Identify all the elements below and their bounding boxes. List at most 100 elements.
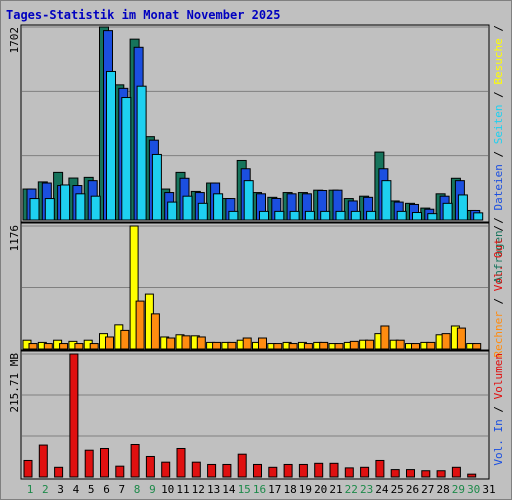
bar-seiten-day-4 <box>75 193 86 221</box>
bar-rechner-day-4 <box>74 343 84 350</box>
bar-rechner-day-29 <box>456 327 466 350</box>
legend-separator: / <box>492 225 505 238</box>
bar-volumen-day-6 <box>100 447 109 478</box>
bar-volumen-day-4 <box>69 353 79 478</box>
x-tick-day-22: 22 <box>345 483 358 496</box>
x-tick-day-10: 10 <box>161 483 174 496</box>
bar-volumen-day-25 <box>390 469 400 478</box>
middle-ymax-label: 1176 <box>8 225 21 252</box>
legend-separator: / <box>492 210 505 230</box>
x-tick-day-21: 21 <box>329 483 342 496</box>
legend-separator: / <box>492 144 505 164</box>
x-tick-day-31: 31 <box>482 483 495 496</box>
bar-volumen-day-1 <box>23 459 33 478</box>
top-ymax-label: 1702 <box>8 27 21 54</box>
bar-seiten-day-27 <box>427 213 438 221</box>
bar-rechner-day-7 <box>120 329 130 350</box>
bar-seiten-day-3 <box>60 184 71 221</box>
x-tick-day-1: 1 <box>27 483 34 496</box>
x-tick-day-6: 6 <box>103 483 110 496</box>
bar-rechner-day-12 <box>196 336 206 350</box>
x-tick-day-8: 8 <box>134 483 141 496</box>
bar-seiten-day-16 <box>259 210 269 221</box>
bar-volumen-day-17 <box>268 466 278 478</box>
bar-rechner-day-5 <box>89 343 99 350</box>
bar-rechner-day-13 <box>212 341 222 350</box>
legend-entry: Vol. Out <box>492 238 505 291</box>
bar-rechner-day-24 <box>380 325 390 350</box>
x-tick-day-30: 30 <box>467 483 480 496</box>
bar-rechner-day-21 <box>334 343 344 350</box>
x-tick-day-16: 16 <box>253 483 266 496</box>
bar-volumen-day-7 <box>115 465 125 478</box>
bar-seiten-day-24 <box>381 180 392 221</box>
legend-entry: Volumen <box>492 353 505 399</box>
x-tick-day-2: 2 <box>42 483 49 496</box>
bar-rechner-day-25 <box>395 339 405 350</box>
bar-volumen-day-20 <box>314 462 324 478</box>
legend-separator: / <box>492 85 505 105</box>
x-tick-day-15: 15 <box>238 483 251 496</box>
x-tick-day-14: 14 <box>222 483 236 496</box>
bar-rechner-day-28 <box>441 333 451 350</box>
bar-seiten-day-13 <box>213 193 224 221</box>
x-tick-day-26: 26 <box>406 483 419 496</box>
bar-seiten-day-20 <box>320 210 331 221</box>
bars-layer <box>22 26 484 478</box>
bar-rechner-day-19 <box>303 343 313 350</box>
x-axis-day-labels: 1 2 3 4 5 6 7 8 9 10 11 12 13 14 15 16 17 18 19 20 21 22 23 24 2… <box>27 483 496 496</box>
bar-besuche-day-8 <box>129 225 139 350</box>
chart-title: Tages-Statistik im Monat November 2025 <box>6 8 281 22</box>
bar-volumen-day-23 <box>360 466 370 478</box>
x-tick-day-29: 29 <box>452 483 465 496</box>
bar-volumen-day-12 <box>191 461 201 478</box>
bar-volumen-day-18 <box>283 463 293 478</box>
bar-volumen-day-13 <box>207 463 217 478</box>
bar-rechner-day-10 <box>166 337 176 350</box>
bar-rechner-day-6 <box>105 336 114 350</box>
bar-volumen-day-30 <box>467 473 477 478</box>
x-tick-day-28: 28 <box>436 483 449 496</box>
bar-rechner-day-20 <box>319 341 329 350</box>
bar-rechner-day-17 <box>273 343 283 350</box>
bar-volumen-day-11 <box>176 447 186 478</box>
legend-entry: Dateien <box>492 164 505 210</box>
bar-seiten-day-29 <box>457 194 468 221</box>
bar-volumen-day-3 <box>54 466 64 478</box>
bar-rechner-day-11 <box>181 335 191 350</box>
bar-rechner-day-26 <box>411 343 420 350</box>
bar-seiten-day-22 <box>350 210 361 221</box>
legend-entry: Anfragen <box>492 230 505 283</box>
bar-seiten-day-5 <box>90 195 101 221</box>
bar-volumen-day-5 <box>84 449 94 478</box>
bar-seiten-day-15 <box>243 180 254 221</box>
bar-seiten-day-1 <box>29 198 40 221</box>
bar-rechner-day-16 <box>258 337 267 350</box>
bar-volumen-day-16 <box>253 463 262 478</box>
legend-separator: / <box>492 399 505 419</box>
panel-middle-frame <box>20 222 490 351</box>
bar-volumen-day-15 <box>237 453 247 478</box>
bar-seiten-day-12 <box>197 202 208 221</box>
x-tick-day-17: 17 <box>268 483 281 496</box>
bar-volumen-day-26 <box>406 469 415 478</box>
x-tick-day-11: 11 <box>176 483 189 496</box>
panel-bottom-frame <box>20 350 490 480</box>
bar-rechner-day-1 <box>28 343 38 350</box>
bar-seiten-day-21 <box>335 210 346 221</box>
bar-rechner-day-18 <box>288 343 298 350</box>
legend-top: Anfragen / Dateien / Seiten / Besuche / <box>492 25 505 283</box>
bar-rechner-day-30 <box>472 343 482 350</box>
bar-seiten-day-26 <box>412 212 422 221</box>
bar-rechner-day-27 <box>426 341 436 350</box>
bar-volumen-day-10 <box>161 461 171 478</box>
x-tick-day-13: 13 <box>207 483 220 496</box>
legend-entry: Vol. In <box>492 419 505 465</box>
bar-volumen-day-2 <box>38 444 48 478</box>
bar-volumen-day-21 <box>329 462 339 478</box>
bar-rechner-day-23 <box>365 339 375 350</box>
x-tick-day-5: 5 <box>88 483 95 496</box>
legend-separator: / <box>492 25 505 38</box>
